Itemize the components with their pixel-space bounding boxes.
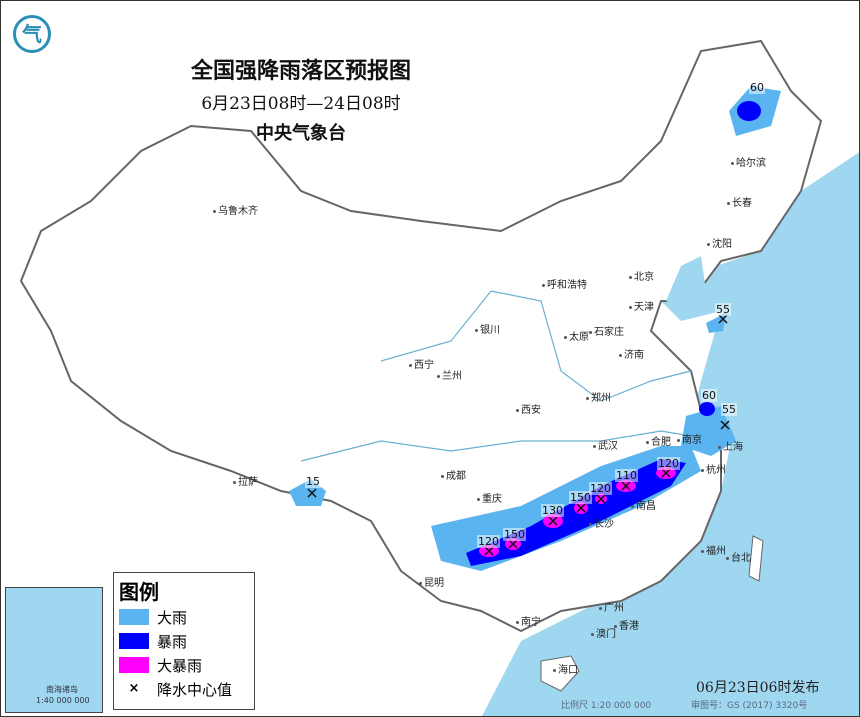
- precip-center-value: 120: [477, 535, 500, 548]
- city-label: 香港: [614, 617, 639, 632]
- city-label: 兰州: [437, 367, 462, 382]
- city-label: 南昌: [631, 497, 656, 512]
- city-label: 杭州: [701, 461, 726, 476]
- city-label: 拉萨: [233, 473, 258, 488]
- swatch: [119, 609, 149, 625]
- city-label: 合肥: [646, 433, 671, 448]
- issue-time: 06月23日06时发布: [696, 680, 820, 696]
- city-label: 呼和浩特: [542, 276, 587, 291]
- city-label: 长春: [727, 194, 752, 209]
- precip-center-value: 130: [541, 504, 564, 517]
- city-label: 长沙: [589, 515, 614, 530]
- legend-label: 大雨: [157, 608, 188, 627]
- city-label: 银川: [475, 321, 500, 336]
- forecast-period: 6月23日08时—24日08时: [201, 94, 401, 114]
- precip-center-value: 150: [569, 491, 592, 504]
- city-label: 广州: [599, 599, 624, 614]
- legend-label: 暴雨: [157, 632, 188, 651]
- inset-scale: 1:40 000 000: [36, 696, 90, 705]
- city-label: 乌鲁木齐: [213, 202, 258, 217]
- swatch: [119, 633, 149, 649]
- city-label: 天津: [629, 298, 654, 313]
- city-label: 福州: [701, 542, 726, 557]
- x-mark-icon: ×: [128, 681, 140, 696]
- city-label: 海口: [553, 661, 578, 676]
- yellow-river: [380, 290, 692, 402]
- legend-label: 大暴雨: [157, 656, 203, 675]
- city-label: 沈阳: [707, 235, 732, 250]
- rain-area-shandong: [706, 313, 726, 333]
- precip-center-value: 110: [615, 469, 638, 482]
- issuer: 中央气象台: [256, 123, 346, 144]
- city-label: 太原: [564, 328, 589, 343]
- rain-area-northeast: [729, 86, 781, 136]
- precip-center-value: 150: [503, 528, 526, 541]
- bohai-sea: [666, 256, 706, 311]
- south-china-sea-inset: 南海诸岛 1:40 000 000: [5, 587, 103, 713]
- legend-item-heavy-rainstorm: 大暴雨: [119, 653, 254, 677]
- city-label: 昆明: [419, 574, 444, 589]
- yangtze-river: [300, 430, 722, 462]
- legend-title: 图例: [119, 580, 159, 604]
- city-label: 郑州: [586, 389, 611, 404]
- precip-center-value: 60: [701, 389, 717, 402]
- city-label: 西安: [516, 401, 541, 416]
- city-label: 石家庄: [589, 323, 624, 338]
- precip-center-marks: [307, 314, 730, 556]
- city-label: 南京: [677, 431, 702, 446]
- precip-center-value: 55: [721, 403, 737, 416]
- city-label: 重庆: [477, 490, 502, 505]
- city-label: 上海: [718, 438, 743, 453]
- legend: 图例 大雨 暴雨 大暴雨 × 降水中心值: [113, 572, 255, 710]
- legend-item-heavy-rain: 大雨: [119, 605, 254, 629]
- city-label: 武汉: [593, 437, 618, 452]
- city-label: 澳门: [591, 625, 616, 640]
- precip-center-value: 120: [657, 457, 680, 470]
- city-label: 北京: [629, 268, 654, 283]
- city-label: 济南: [619, 346, 644, 361]
- map-title: 全国强降雨落区预报图: [190, 58, 411, 84]
- cma-logo-icon: 气: [13, 15, 51, 53]
- swatch: [119, 657, 149, 673]
- city-label: 西宁: [409, 356, 434, 371]
- precip-center-value: 15: [305, 475, 321, 488]
- city-label: 哈尔滨: [731, 154, 766, 169]
- city-label: 台北: [726, 549, 751, 564]
- city-label: 南宁: [516, 613, 541, 628]
- legend-item-center-value: × 降水中心值: [119, 677, 254, 701]
- map-scale: 比例尺 1:20 000 000: [561, 701, 652, 711]
- precip-center-value: 120: [589, 482, 612, 495]
- legend-label: 降水中心值: [157, 680, 233, 699]
- precip-center-value: 55: [715, 303, 731, 316]
- map-approval-number: 审图号：GS (2017) 3320号: [691, 701, 808, 711]
- legend-item-rainstorm: 暴雨: [119, 629, 254, 653]
- city-label: 成都: [441, 467, 466, 482]
- inset-label: 南海诸岛: [46, 685, 78, 694]
- precip-center-value: 60: [749, 81, 765, 94]
- ocean: [482, 152, 859, 716]
